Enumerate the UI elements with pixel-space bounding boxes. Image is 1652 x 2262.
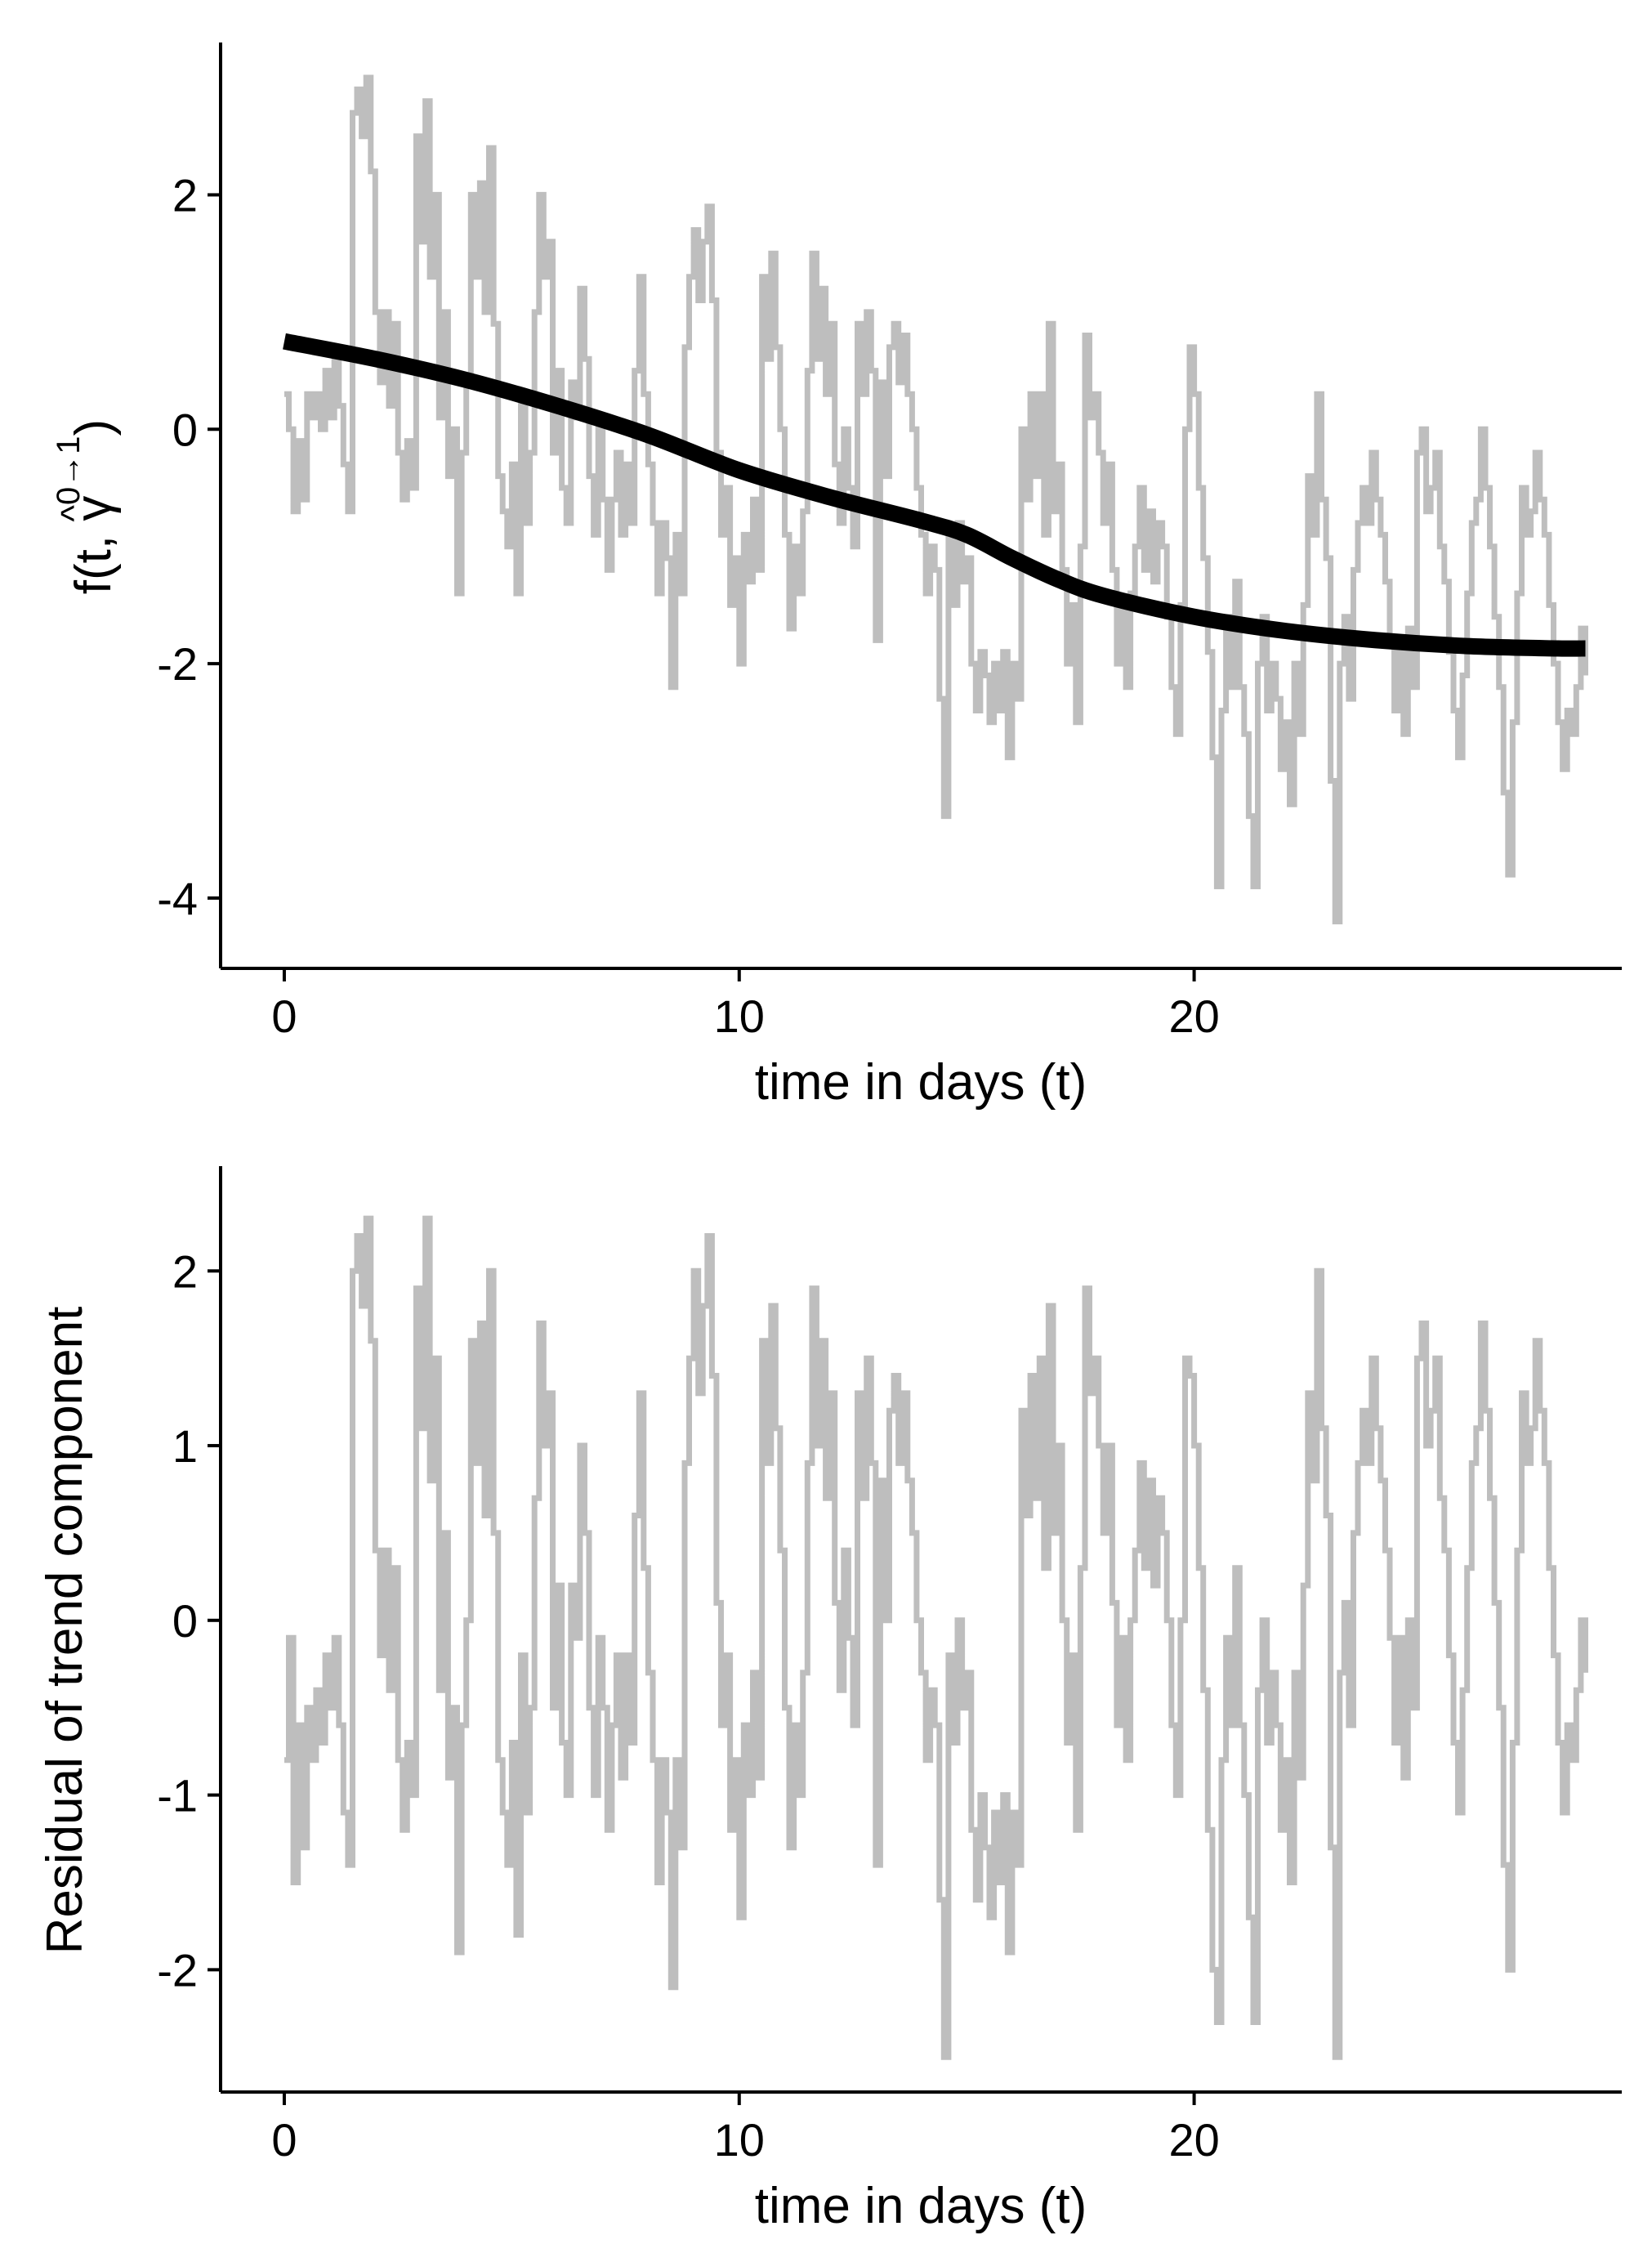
bottom-x-tick-label: 10 [714, 2114, 765, 2166]
panel-trend: 0 10 20 -4 -2 0 2 time in days (t) f(t, γ^0→1) [51, 42, 1622, 1111]
top-x-tick-label: 0 [271, 990, 297, 1042]
top-y-tick-label: 0 [172, 404, 198, 455]
top-y-axis-title-hat: ^ [54, 505, 94, 522]
top-y-tick-label: -4 [157, 873, 198, 924]
top-series-layer [283, 74, 1588, 925]
top-series-observed [284, 74, 1588, 925]
bottom-x-axis-title: time in days (t) [755, 2178, 1087, 2234]
top-series-trend [283, 333, 1586, 657]
bottom-x-tick-label: 20 [1168, 2114, 1219, 2166]
bottom-tick-layer: 0 10 20 -2 -1 0 1 2 [157, 1245, 1220, 2166]
bottom-y-tick-label: -2 [157, 1944, 198, 1996]
top-y-axis-title-close: ) [65, 419, 122, 436]
top-x-tick-label: 20 [1168, 990, 1219, 1042]
top-y-tick-label: 2 [172, 169, 198, 221]
top-x-axis-title: time in days (t) [755, 1054, 1087, 1111]
bottom-y-axis-title: Residual of trend component [37, 1307, 93, 1955]
top-x-tick-label: 10 [714, 990, 765, 1042]
bottom-series-residual [284, 1215, 1588, 2060]
panel-residual: 0 10 20 -2 -1 0 1 2 time in days (t) Residual o… [37, 1166, 1622, 2234]
bottom-x-tick-label: 0 [271, 2114, 297, 2166]
bottom-series-layer [284, 1215, 1588, 2060]
top-tick-layer: 0 10 20 -4 -2 0 2 [157, 169, 1220, 1042]
top-y-axis-title: f(t, γ^0→1) [51, 419, 122, 594]
bottom-y-tick-label: -1 [157, 1770, 198, 1822]
top-y-axis-title-main: f(t, [65, 521, 122, 595]
top-y-axis-title-symbol: γ [65, 496, 122, 521]
bottom-y-tick-label: 2 [172, 1245, 198, 1297]
bottom-y-tick-label: 0 [172, 1595, 198, 1647]
top-y-axis-title-superscript: 0→1 [51, 436, 87, 505]
bottom-y-tick-label: 1 [172, 1420, 198, 1472]
top-y-tick-label: -2 [157, 638, 198, 690]
